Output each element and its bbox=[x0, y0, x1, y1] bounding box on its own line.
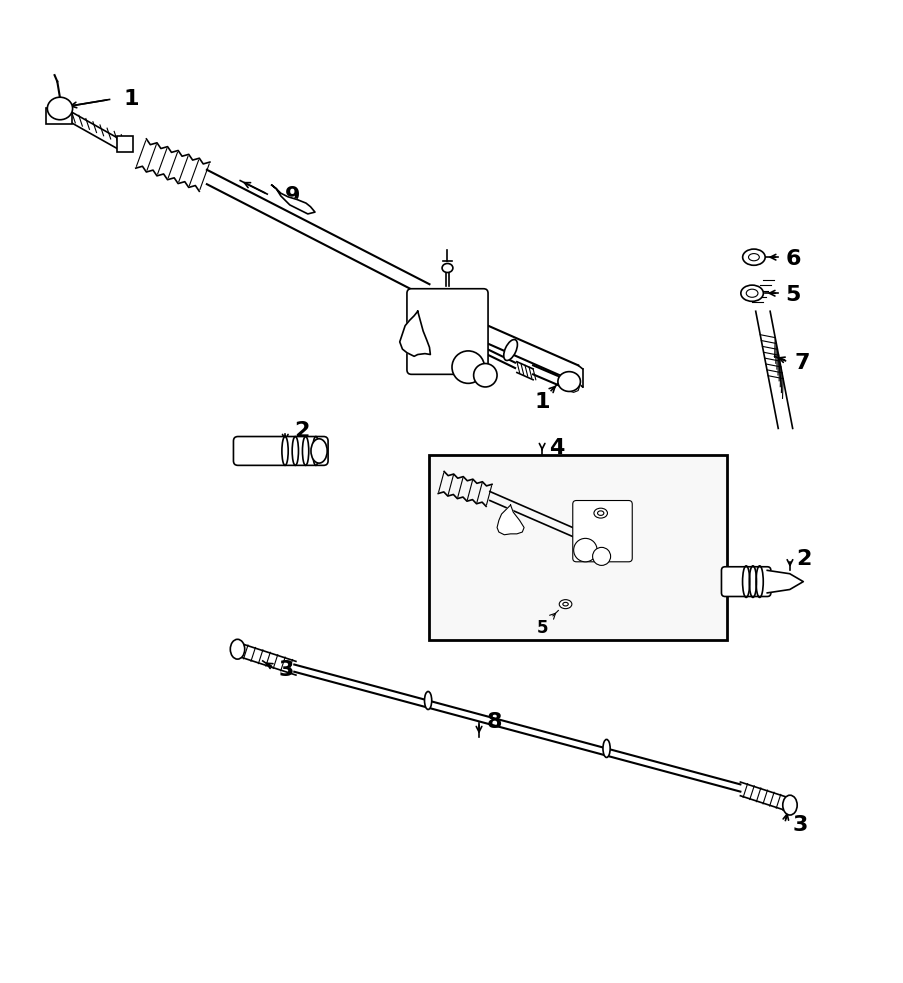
Text: 7: 7 bbox=[794, 353, 809, 373]
Text: 3: 3 bbox=[792, 815, 807, 835]
Text: 2: 2 bbox=[294, 421, 310, 441]
FancyBboxPatch shape bbox=[406, 289, 488, 375]
Ellipse shape bbox=[740, 285, 762, 302]
Polygon shape bbox=[558, 376, 580, 392]
Text: 1: 1 bbox=[534, 392, 549, 412]
Ellipse shape bbox=[559, 600, 572, 608]
Bar bbox=[46, 108, 71, 124]
Polygon shape bbox=[272, 185, 314, 214]
Ellipse shape bbox=[602, 739, 610, 758]
Ellipse shape bbox=[230, 639, 245, 660]
Ellipse shape bbox=[424, 691, 432, 710]
Text: 2: 2 bbox=[796, 549, 811, 569]
Text: 3: 3 bbox=[279, 660, 294, 680]
Ellipse shape bbox=[782, 795, 796, 815]
Ellipse shape bbox=[47, 97, 72, 120]
Text: 5: 5 bbox=[785, 285, 800, 305]
FancyBboxPatch shape bbox=[721, 567, 770, 597]
Polygon shape bbox=[399, 312, 430, 356]
Text: 5: 5 bbox=[535, 619, 547, 637]
Bar bbox=[429, 455, 726, 640]
Text: 4: 4 bbox=[549, 438, 564, 458]
Ellipse shape bbox=[503, 339, 517, 361]
Text: 1: 1 bbox=[123, 89, 138, 109]
Polygon shape bbox=[767, 570, 803, 593]
Ellipse shape bbox=[442, 263, 452, 272]
Ellipse shape bbox=[593, 508, 607, 518]
Text: 5: 5 bbox=[619, 506, 630, 524]
Circle shape bbox=[473, 364, 497, 387]
Polygon shape bbox=[497, 505, 524, 535]
Circle shape bbox=[573, 539, 597, 562]
FancyBboxPatch shape bbox=[573, 500, 631, 562]
Bar bbox=[116, 136, 133, 151]
Ellipse shape bbox=[557, 372, 580, 391]
Ellipse shape bbox=[742, 249, 764, 265]
Text: 9: 9 bbox=[285, 186, 301, 205]
Ellipse shape bbox=[311, 438, 327, 463]
Text: 8: 8 bbox=[486, 713, 501, 732]
Text: 6: 6 bbox=[785, 249, 800, 269]
FancyBboxPatch shape bbox=[233, 436, 328, 465]
Circle shape bbox=[592, 548, 610, 565]
Circle shape bbox=[452, 351, 484, 383]
